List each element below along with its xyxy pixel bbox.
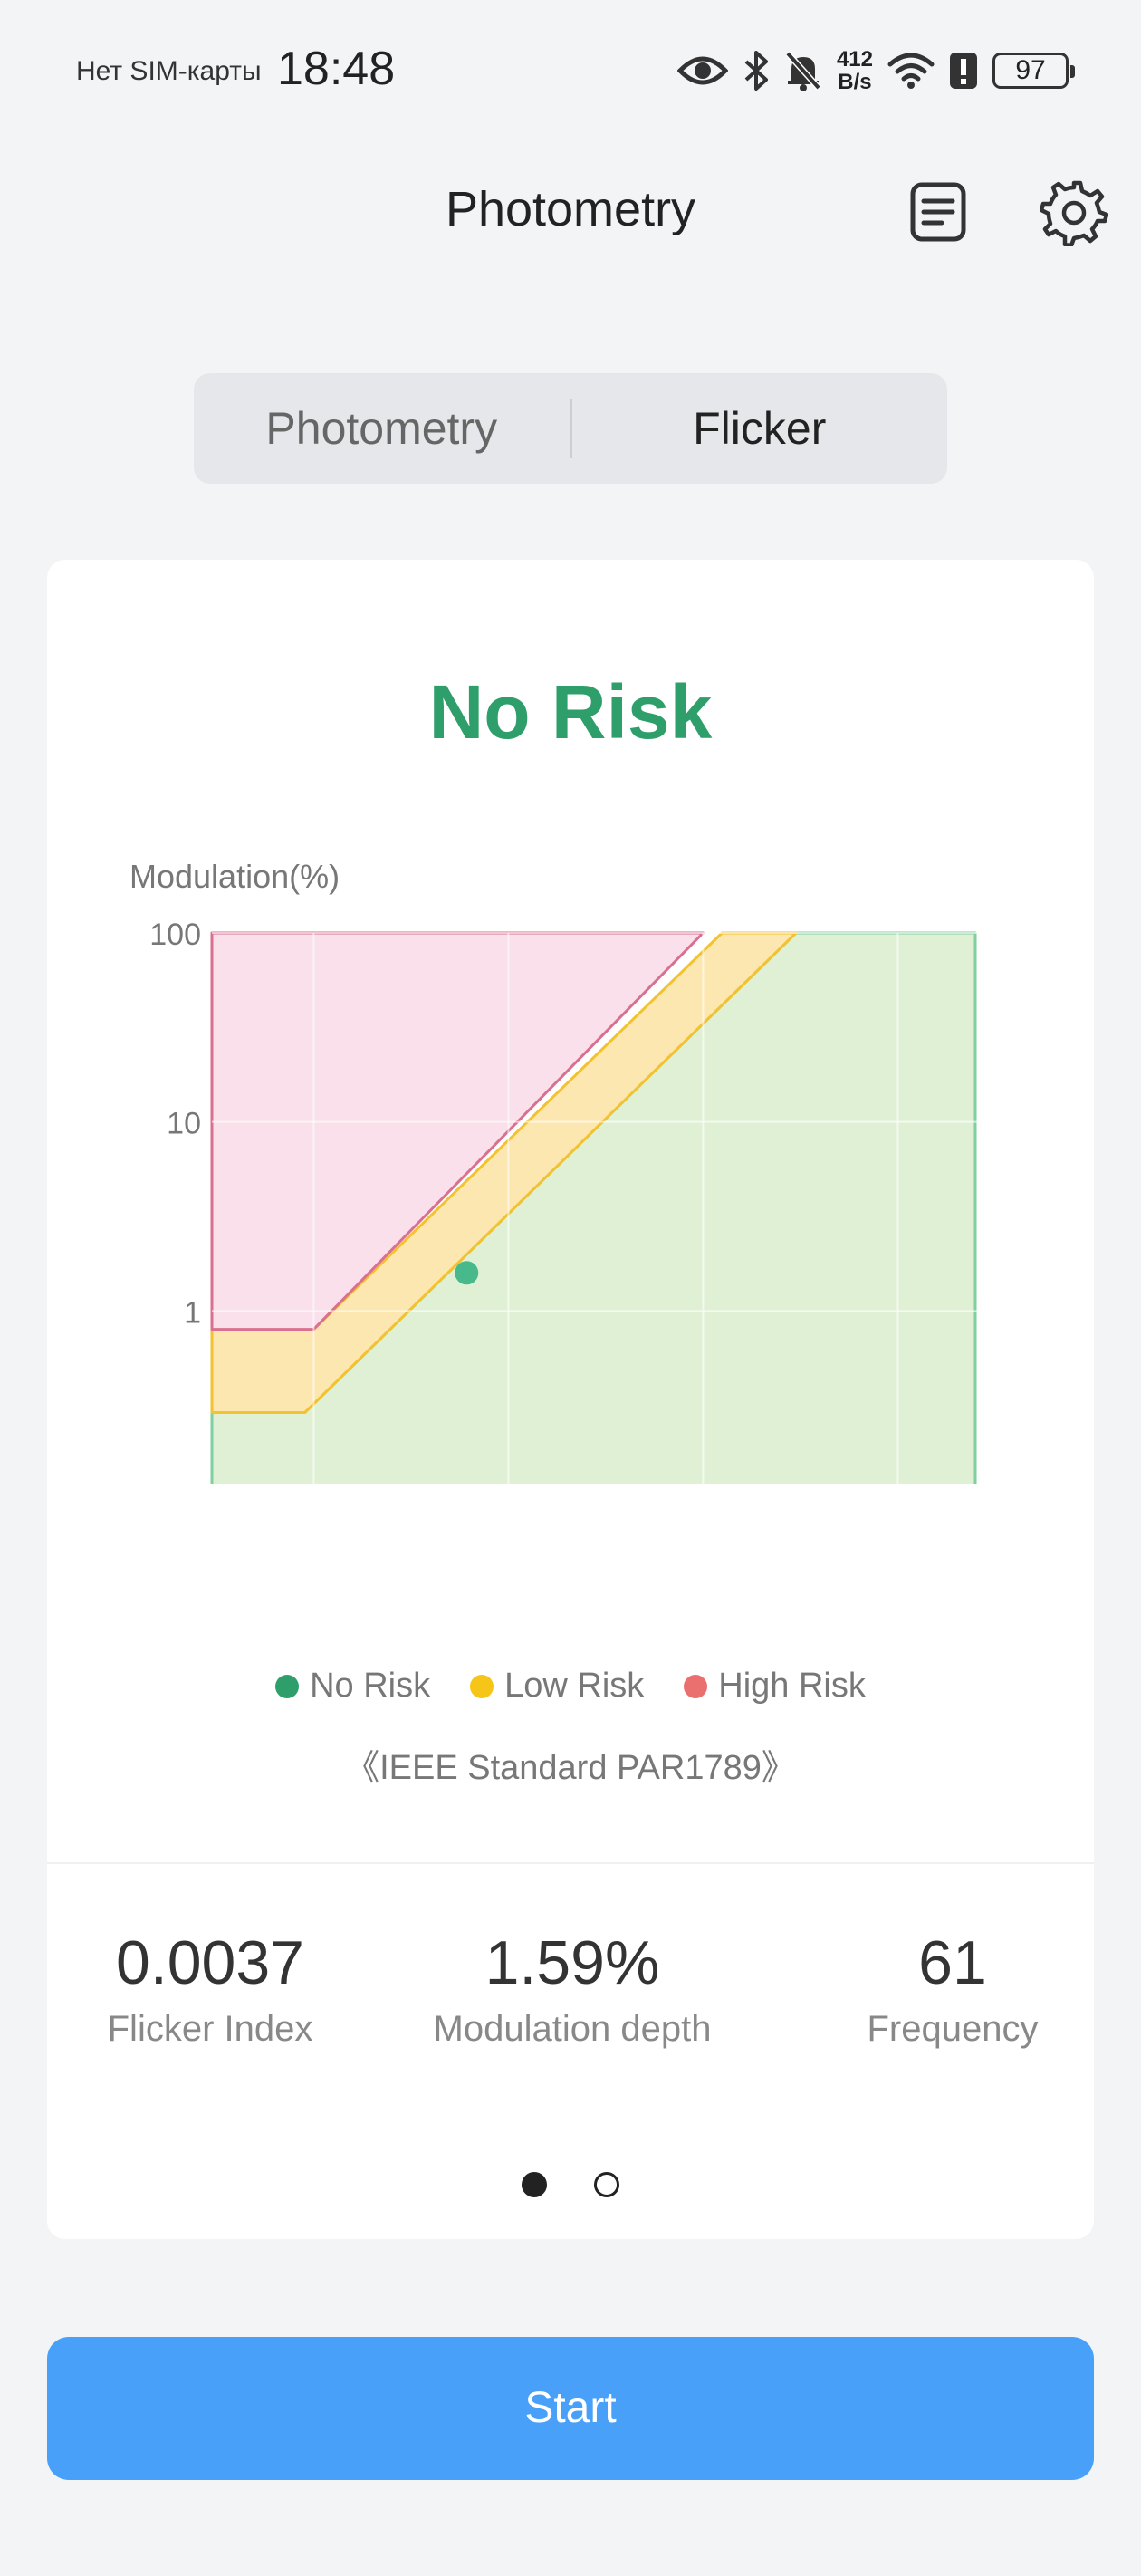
status-icons: 412 B/s 97 [676,43,1075,98]
start-button[interactable]: Start [47,2337,1094,2480]
network-speed: 412 B/s [837,48,873,93]
legend-dot-no-risk [275,1674,300,1698]
page-dot-1[interactable] [522,2172,547,2197]
measurement-point [455,1261,479,1285]
flicker-risk-chart: 1001010.1310100100010000Freq.(HZ)Modulat… [129,858,991,1484]
bluetooth-icon [744,51,768,91]
eye-icon [676,56,728,85]
y-axis-label: Modulation(%) [129,858,340,895]
frequency-label: Frequency [867,2009,1039,2049]
flicker-result-card: No Risk 1001010.1310100100010000Freq.(HZ… [47,560,1094,2239]
clock: 18:48 [277,43,396,95]
alert-icon [950,53,977,89]
settings-button[interactable] [1039,178,1109,248]
flicker-index-value: 0.0037 [116,1928,304,1997]
page-indicator [47,2172,1094,2197]
status-bar: Нет SIM-карты 18:48 412 B/s [0,0,1141,136]
page-title: Photometry [445,182,696,236]
frequency-value: 61 [918,1928,987,1997]
history-button[interactable] [906,179,971,245]
metric-modulation-depth: 1.59% Modulation depth [400,1927,744,2050]
battery-icon: 97 [992,53,1075,89]
tab-photometry[interactable]: Photometry [265,403,498,454]
legend-item-high-risk: High Risk [684,1667,866,1706]
legend-item-low-risk: Low Risk [470,1667,644,1706]
legend-label-no-risk: No Risk [310,1667,431,1705]
legend-label-low-risk: Low Risk [504,1667,645,1705]
network-speed-unit: B/s [838,70,872,94]
mute-bell-icon [785,51,821,91]
network-speed-value: 412 [836,47,873,72]
metric-frequency: 61 Frequency [826,1927,1079,2050]
gear-icon [1039,180,1109,248]
mode-tabs: Photometry Flicker [194,373,947,484]
page-dot-2[interactable] [594,2172,619,2197]
modulation-depth-value: 1.59% [484,1928,660,1997]
legend-dot-low-risk [470,1674,494,1698]
legend-dot-high-risk [684,1674,708,1698]
carrier-label: Нет SIM-карты [76,56,262,86]
modulation-depth-label: Modulation depth [433,2009,712,2049]
legend-item-no-risk: No Risk [275,1667,430,1706]
y-tick-label: 100 [149,918,201,952]
card-divider [47,1862,1094,1864]
metric-flicker-index: 0.0037 Flicker Index [74,1927,346,2050]
battery-level: 97 [1015,55,1046,85]
document-list-icon [910,182,966,242]
y-tick-label: 1 [184,1295,201,1330]
chart-legend: No Risk Low Risk High Risk [47,1667,1094,1706]
tab-divider [569,399,572,458]
tab-flicker[interactable]: Flicker [693,403,827,454]
y-tick-label: 10 [167,1107,201,1141]
wifi-icon [887,53,935,89]
standard-reference: 《IEEE Standard PAR1789》 [345,1749,796,1787]
flicker-index-label: Flicker Index [107,2009,313,2049]
legend-label-high-risk: High Risk [718,1667,866,1705]
risk-level-title: No Risk [428,669,713,755]
